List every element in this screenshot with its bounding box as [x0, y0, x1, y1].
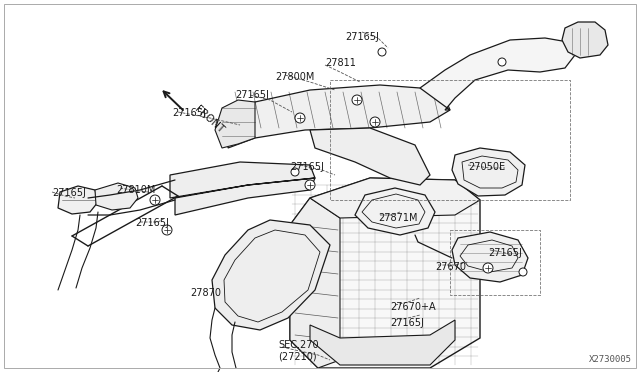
Text: 27165J: 27165J: [135, 218, 169, 228]
Circle shape: [162, 225, 172, 235]
Polygon shape: [215, 100, 255, 148]
Polygon shape: [310, 178, 480, 218]
Polygon shape: [420, 38, 575, 110]
Circle shape: [352, 95, 362, 105]
Polygon shape: [95, 183, 138, 210]
Text: FRONT: FRONT: [193, 105, 226, 135]
Circle shape: [370, 117, 380, 127]
Text: 27165J: 27165J: [235, 90, 269, 100]
Text: 27670: 27670: [435, 262, 466, 272]
Circle shape: [305, 180, 315, 190]
Polygon shape: [212, 220, 330, 330]
Text: 27050E: 27050E: [468, 162, 505, 172]
Polygon shape: [562, 22, 608, 58]
Text: X2730005: X2730005: [589, 355, 632, 364]
Polygon shape: [228, 85, 450, 148]
Text: 27800M: 27800M: [275, 72, 314, 82]
Circle shape: [291, 168, 299, 176]
Circle shape: [295, 113, 305, 123]
Text: 27670+A: 27670+A: [390, 302, 436, 312]
Text: 27871M: 27871M: [378, 213, 417, 223]
Polygon shape: [452, 148, 525, 196]
Text: 27165J: 27165J: [52, 188, 86, 198]
Text: 27811: 27811: [325, 58, 356, 68]
Polygon shape: [310, 320, 455, 365]
Polygon shape: [290, 178, 480, 368]
Circle shape: [519, 268, 527, 276]
Text: 27165J: 27165J: [390, 318, 424, 328]
Text: SEC.270
(27210): SEC.270 (27210): [278, 340, 319, 362]
Circle shape: [498, 58, 506, 66]
Text: 27870: 27870: [190, 288, 221, 298]
Polygon shape: [310, 128, 430, 185]
Polygon shape: [170, 162, 315, 215]
Polygon shape: [290, 198, 340, 368]
Text: 27165J: 27165J: [488, 248, 522, 258]
Circle shape: [150, 195, 160, 205]
Circle shape: [378, 48, 386, 56]
Text: 27165J: 27165J: [172, 108, 206, 118]
Text: 27165J: 27165J: [290, 162, 324, 172]
Polygon shape: [58, 186, 98, 214]
Circle shape: [483, 263, 493, 273]
Polygon shape: [452, 232, 528, 282]
Text: 27810M: 27810M: [116, 185, 156, 195]
Text: 27165J: 27165J: [345, 32, 379, 42]
Polygon shape: [355, 188, 435, 235]
